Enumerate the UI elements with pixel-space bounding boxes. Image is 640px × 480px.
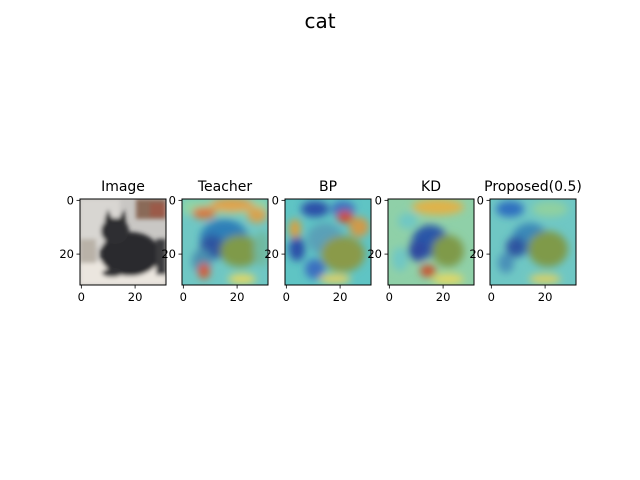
- x-tick-label: 0: [488, 290, 495, 304]
- axes-4: 0 20 0 20: [367, 193, 475, 304]
- axes-1: 0 20 0 20: [59, 193, 167, 304]
- x-tick-label: 0: [180, 290, 187, 304]
- x-tick-label: 20: [333, 290, 348, 304]
- axes-3: 0 20 0 20: [264, 193, 372, 304]
- y-tick-label: 20: [59, 247, 74, 261]
- y-tick-label: 0: [477, 193, 484, 207]
- axes-frame: [79, 198, 167, 286]
- y-tick-label: 20: [161, 247, 176, 261]
- y-tick-label: 0: [272, 193, 279, 207]
- x-tick-label: 0: [283, 290, 290, 304]
- x-tick-label: 20: [230, 290, 245, 304]
- saliency-heatmap: [490, 199, 576, 285]
- axes-5: 0 20 0 20: [469, 193, 577, 304]
- panel-title: Proposed(0.5): [484, 179, 582, 195]
- axes-frame: [284, 198, 372, 286]
- panel-proposed: Proposed(0.5): [484, 179, 582, 285]
- cat-photo: [80, 199, 166, 285]
- axes-layer: 0 20 0 20 0 20 0 20 0 20 0 20 0 20 0 20 0 20 0 20: [59, 193, 577, 304]
- axes-frame: [387, 198, 475, 286]
- panel-bp: BP: [285, 179, 371, 285]
- x-tick-label: 20: [128, 290, 143, 304]
- panel-image: Image: [80, 179, 166, 285]
- y-tick-label: 20: [264, 247, 279, 261]
- y-tick-label: 0: [67, 193, 74, 207]
- y-tick-label: 0: [375, 193, 382, 207]
- panel-teacher: Teacher: [182, 179, 268, 285]
- saliency-heatmap: [388, 199, 474, 285]
- y-tick-label: 0: [169, 193, 176, 207]
- y-tick-label: 20: [469, 247, 484, 261]
- panel-title: KD: [421, 179, 441, 195]
- y-tick-label: 20: [367, 247, 382, 261]
- axes-2: 0 20 0 20: [161, 193, 269, 304]
- x-tick-label: 0: [78, 290, 85, 304]
- x-tick-label: 20: [436, 290, 451, 304]
- saliency-heatmap: [285, 199, 371, 285]
- axes-frame: [489, 198, 577, 286]
- saliency-heatmap: [182, 199, 268, 285]
- x-tick-label: 0: [386, 290, 393, 304]
- panel-title: BP: [319, 179, 337, 195]
- panel-kd: KD: [388, 179, 474, 285]
- figure-title: cat: [304, 9, 335, 33]
- panel-title: Teacher: [197, 179, 253, 195]
- axes-frame: [181, 198, 269, 286]
- panel-title: Image: [101, 179, 145, 195]
- x-tick-label: 20: [538, 290, 553, 304]
